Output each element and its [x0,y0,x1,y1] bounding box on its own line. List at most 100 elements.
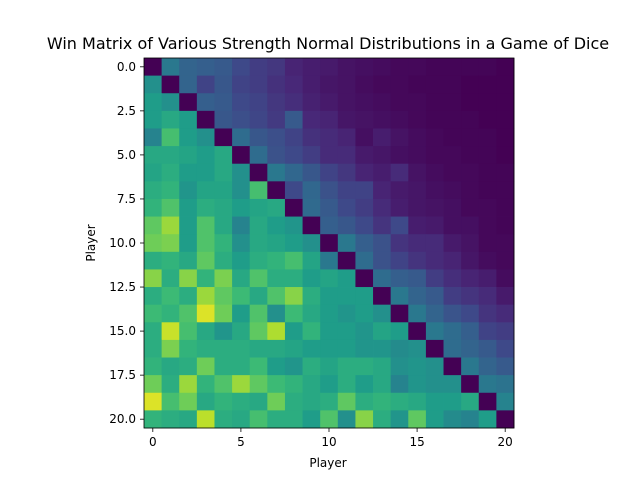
heatmap-cell-15-2 [179,322,198,341]
heatmap-cell-13-10 [320,287,339,306]
heatmap-cell-9-20 [496,216,515,235]
heatmap-cell-6-20 [496,163,515,182]
heatmap-cell-4-19 [478,128,497,147]
heatmap-cell-7-1 [161,181,180,200]
heatmap-cell-20-20 [496,410,515,429]
heatmap-cell-12-17 [443,269,462,288]
heatmap-cell-15-4 [214,322,233,341]
heatmap-cell-2-8 [284,93,303,112]
heatmap-cell-13-13 [373,287,392,306]
heatmap-cell-10-1 [161,234,180,253]
heatmap-cell-19-13 [373,392,392,411]
heatmap-cell-10-11 [337,234,356,253]
heatmap-cell-3-19 [478,110,497,129]
heatmap-cell-1-10 [320,75,339,94]
heatmap-cell-17-19 [478,357,497,376]
heatmap-cell-14-15 [408,304,427,323]
heatmap-cell-3-13 [373,110,392,129]
heatmap-cell-9-18 [461,216,480,235]
heatmap-cell-10-19 [478,234,497,253]
heatmap-cell-11-8 [284,251,303,270]
heatmap-cell-0-20 [496,58,515,77]
heatmap-cell-8-13 [373,198,392,217]
heatmap-cell-1-4 [214,75,233,94]
heatmap-cell-14-17 [443,304,462,323]
heatmap-cell-14-10 [320,304,339,323]
heatmap-cell-4-0 [144,128,163,147]
heatmap-cell-14-20 [496,304,515,323]
heatmap-cell-12-12 [355,269,374,288]
heatmap-cell-4-3 [196,128,215,147]
heatmap-cell-18-8 [284,375,303,394]
heatmap-cell-3-2 [179,110,198,129]
heatmap-cell-13-20 [496,287,515,306]
heatmap-cell-20-7 [267,410,286,429]
heatmap-cell-2-0 [144,93,163,112]
heatmap-cell-12-20 [496,269,515,288]
heatmap-cell-0-8 [284,58,303,77]
heatmap-cell-1-6 [249,75,268,94]
heatmap-cell-4-6 [249,128,268,147]
heatmap-cell-18-20 [496,375,515,394]
heatmap-cell-18-4 [214,375,233,394]
heatmap-cell-8-12 [355,198,374,217]
heatmap-cell-7-8 [284,181,303,200]
heatmap-cell-10-14 [390,234,409,253]
heatmap-cell-14-11 [337,304,356,323]
heatmap-cell-4-4 [214,128,233,147]
heatmap-cell-2-14 [390,93,409,112]
heatmap-cell-9-11 [337,216,356,235]
heatmap-cell-9-5 [232,216,251,235]
heatmap-cell-19-11 [337,392,356,411]
heatmap-cell-7-15 [408,181,427,200]
heatmap-cell-16-8 [284,339,303,358]
heatmap-cell-7-6 [249,181,268,200]
heatmap-cell-8-5 [232,198,251,217]
heatmap-cell-2-16 [425,93,444,112]
heatmap-cell-7-14 [390,181,409,200]
heatmap-cell-4-8 [284,128,303,147]
heatmap-cell-2-12 [355,93,374,112]
heatmap-cell-7-0 [144,181,163,200]
heatmap-cell-7-17 [443,181,462,200]
heatmap-cell-5-18 [461,146,480,165]
heatmap-cell-15-7 [267,322,286,341]
heatmap-cell-9-4 [214,216,233,235]
heatmap-cell-15-15 [408,322,427,341]
heatmap-cell-7-20 [496,181,515,200]
heatmap-cell-16-5 [232,339,251,358]
heatmap-cell-19-20 [496,392,515,411]
heatmap-cell-8-6 [249,198,268,217]
heatmap-cell-0-14 [390,58,409,77]
heatmap-cell-11-7 [267,251,286,270]
heatmap-cell-2-4 [214,93,233,112]
x-tick-label: 10 [321,435,336,449]
heatmap-cell-11-13 [373,251,392,270]
heatmap-cell-11-14 [390,251,409,270]
heatmap-cell-0-18 [461,58,480,77]
heatmap-cell-2-18 [461,93,480,112]
heatmap-cell-3-15 [408,110,427,129]
heatmap-cell-12-6 [249,269,268,288]
heatmap-cell-10-17 [443,234,462,253]
heatmap-cell-3-16 [425,110,444,129]
heatmap-cell-6-5 [232,163,251,182]
heatmap-cell-14-13 [373,304,392,323]
heatmap-cell-10-13 [373,234,392,253]
heatmap-cell-10-20 [496,234,515,253]
heatmap-cell-7-4 [214,181,233,200]
heatmap-cell-2-15 [408,93,427,112]
heatmap-cell-3-0 [144,110,163,129]
x-tick-label: 5 [237,435,245,449]
heatmap-cell-2-5 [232,93,251,112]
heatmap-cell-3-11 [337,110,356,129]
heatmap-cell-7-12 [355,181,374,200]
heatmap-cell-8-11 [337,198,356,217]
heatmap-cell-6-17 [443,163,462,182]
heatmap-cell-6-12 [355,163,374,182]
heatmap-cell-10-6 [249,234,268,253]
heatmap-cell-20-11 [337,410,356,429]
heatmap-cell-18-5 [232,375,251,394]
heatmap-cell-14-2 [179,304,198,323]
heatmap-cell-19-18 [461,392,480,411]
